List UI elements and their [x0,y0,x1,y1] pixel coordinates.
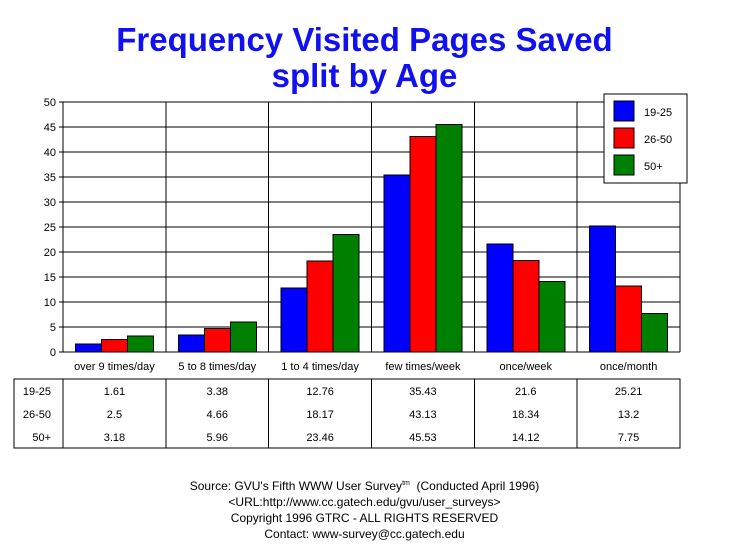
footer-contact: Contact: www-survey@cc.gatech.edu [264,527,465,541]
data-table-cell: 3.18 [104,432,125,444]
data-table-cell: 4.66 [207,409,228,421]
bar [306,260,334,353]
chart-title: Frequency Visited Pages Saved [116,21,613,58]
x-tick-label: 1 to 4 times/day [281,361,359,373]
chart-subtitle: split by Age [271,57,458,94]
y-tick-label: 40 [44,147,56,159]
bar [538,280,566,353]
y-tick-label: 30 [44,197,56,209]
y-tick-label: 5 [50,322,56,334]
bar [229,321,257,353]
x-tick-label: once/month [600,361,657,373]
footer-copyright: Copyright 1996 GTRC - ALL RIGHTS RESERVE… [230,511,499,525]
bar [126,335,154,353]
y-tick-label: 15 [44,272,56,284]
x-tick-label: over 9 times/day [74,361,155,373]
data-table-cell: 1.61 [104,386,125,398]
legend-label: 26-50 [644,134,672,146]
data-table-cell: 5.96 [207,432,228,444]
bar [589,225,617,353]
data-table-cell: 3.38 [207,386,228,398]
y-tick-label: 35 [44,172,56,184]
bar [486,243,514,353]
x-tick-label: once/week [499,361,552,373]
y-tick-label: 45 [44,122,56,134]
legend-swatch [613,154,635,176]
data-table-cell: 25.21 [615,386,643,398]
bar [177,334,205,353]
data-table-cell: 35.43 [409,386,437,398]
bar [74,343,102,353]
legend-swatch [613,127,635,149]
y-tick-label: 10 [44,297,56,309]
data-table-cell: 45.53 [409,432,437,444]
footer-tm: tm [402,480,410,487]
bar [383,174,411,353]
legend-label: 50+ [644,161,663,173]
footer-conducted: (Conducted April 1996) [416,479,540,493]
y-tick-label: 50 [44,97,56,109]
y-tick-label: 20 [44,247,56,259]
chart-title-block: Frequency Visited Pages Saved split by A… [0,22,729,94]
y-tick-label: 25 [44,222,56,234]
data-table-cell: 7.75 [618,432,639,444]
bar [332,234,360,353]
data-table-cell: 43.13 [409,409,437,421]
bar [409,135,437,353]
bar [615,285,643,353]
data-table-cell: 2.5 [107,409,122,421]
data-table-cell: 18.17 [306,409,334,421]
bar [435,123,463,353]
footer-url: <URL:http://www.cc.gatech.edu/gvu/user_s… [228,495,501,509]
data-table-row-label: 26-50 [23,409,51,421]
data-table-cell: 14.12 [512,432,540,444]
bar [100,339,128,353]
data-table-cell: 18.34 [512,409,540,421]
bar [641,312,669,353]
data-table-row-label: 19-25 [23,386,51,398]
bar [512,259,540,353]
x-tick-label: 5 to 8 times/day [178,361,256,373]
y-tick-label: 0 [50,347,56,359]
footer: Source: GVU's Fifth WWW User Surveytm (C… [0,476,729,542]
data-table-cell: 23.46 [306,432,334,444]
data-table-cell: 13.2 [618,409,639,421]
footer-source: Source: GVU's Fifth WWW User Survey [189,479,403,493]
data-table-cell: 21.6 [515,386,536,398]
x-tick-label: few times/week [385,361,461,373]
data-table-row-label: 50+ [32,432,51,444]
bar [203,328,231,353]
legend-label: 19-25 [644,107,672,119]
bar [280,287,308,353]
legend-swatch [613,100,635,122]
data-table-cell: 12.76 [306,386,334,398]
